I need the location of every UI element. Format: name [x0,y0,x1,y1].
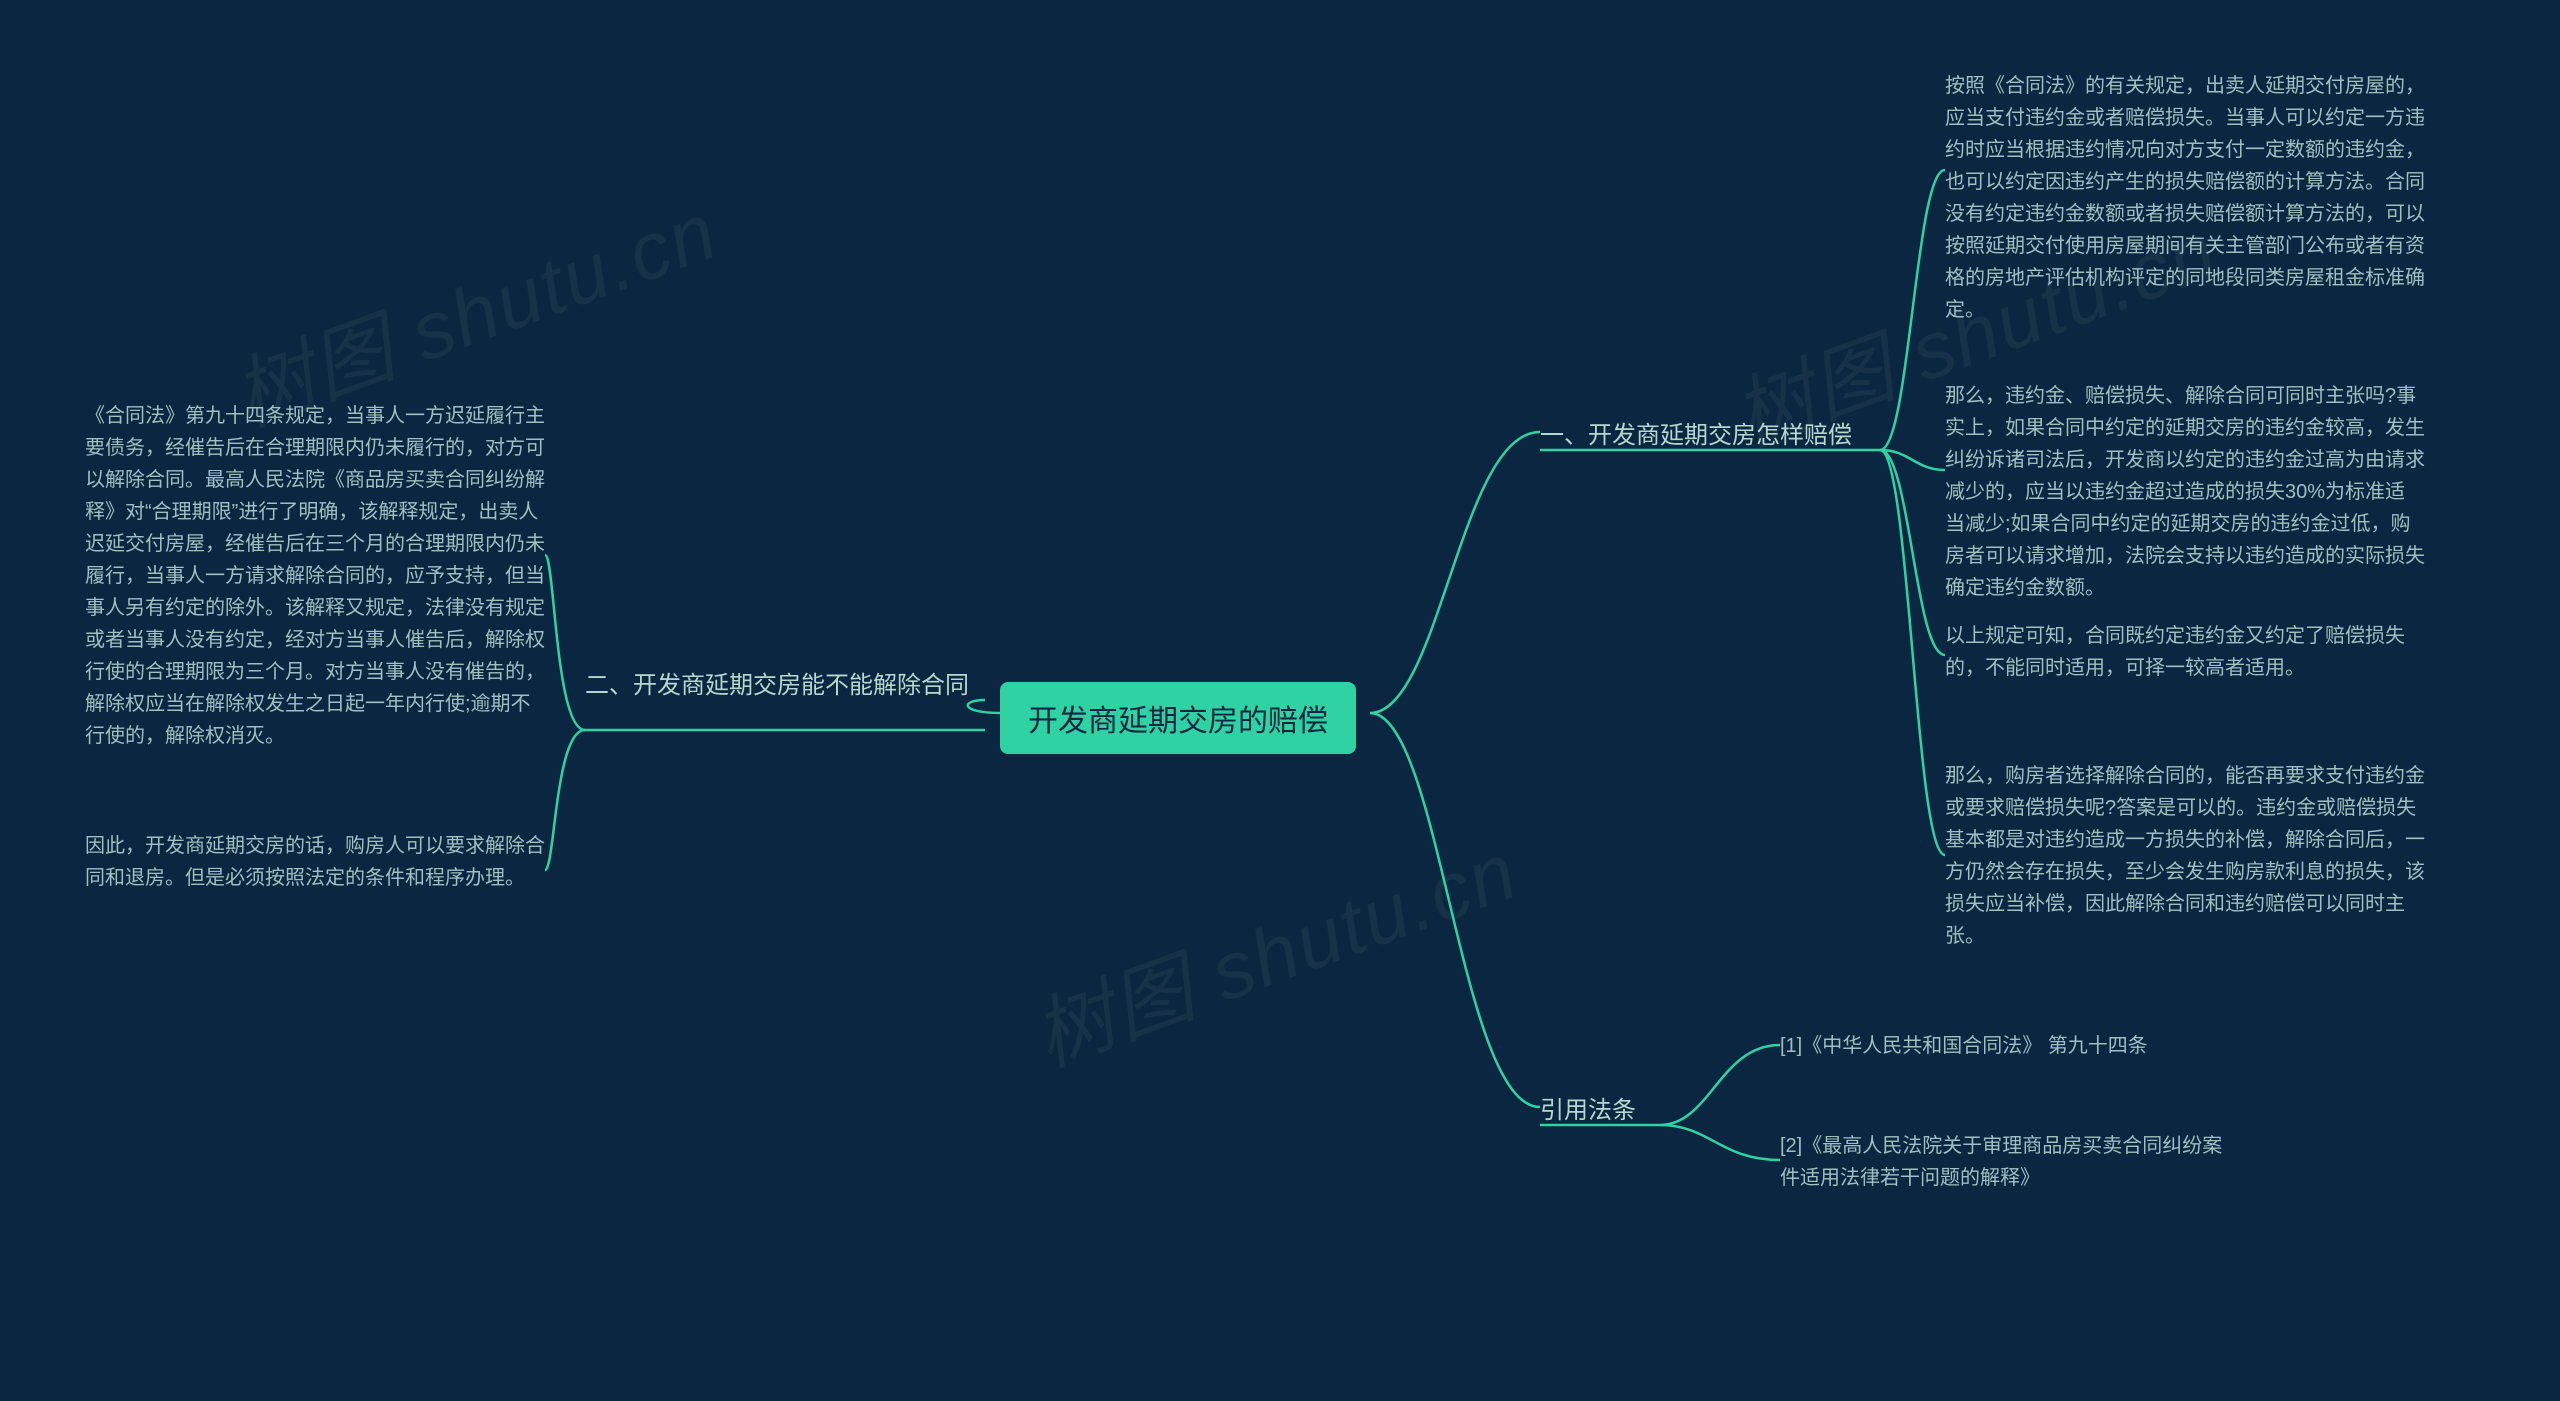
root-node[interactable]: 开发商延期交房的赔偿 [1000,682,1356,754]
leaf-choose-higher: 以上规定可知，合同既约定违约金又约定了赔偿损失的，不能同时适用，可择一较高者适用… [1945,620,2425,684]
leaf-contract-law: 按照《合同法》的有关规定，出卖人延期交付房屋的，应当支付违约金或者赔偿损失。当事… [1945,70,2425,326]
leaf-terminate-and-claim: 那么，购房者选择解除合同的，能否再要求支付违约金或要求赔偿损失呢?答案是可以的。… [1945,760,2425,952]
watermark: 树图 shutu.cn [1015,807,1531,1089]
leaf-therefore: 因此，开发商延期交房的话，购房人可以要求解除合同和退房。但是必须按照法定的条件和… [85,830,545,894]
branch-citations[interactable]: 引用法条 [1540,1093,1636,1129]
mindmap-canvas: 树图 shutu.cn 树图 shutu.cn 树图 shutu.cn [0,0,2560,1401]
branch-terminate-contract[interactable]: 二、开发商延期交房能不能解除合同 [585,668,985,704]
leaf-claim-together: 那么，违约金、赔偿损失、解除合同可同时主张吗?事实上，如果合同中约定的延期交房的… [1945,380,2425,604]
leaf-citation-2: [2]《最高人民法院关于审理商品房买卖合同纠纷案件适用法律若干问题的解释》 [1780,1130,2240,1194]
leaf-citation-1: [1]《中华人民共和国合同法》 第九十四条 [1780,1030,2240,1062]
branch-compensation[interactable]: 一、开发商延期交房怎样赔偿 [1540,418,1852,454]
leaf-article-94: 《合同法》第九十四条规定，当事人一方迟延履行主要债务，经催告后在合理期限内仍未履… [85,400,545,752]
